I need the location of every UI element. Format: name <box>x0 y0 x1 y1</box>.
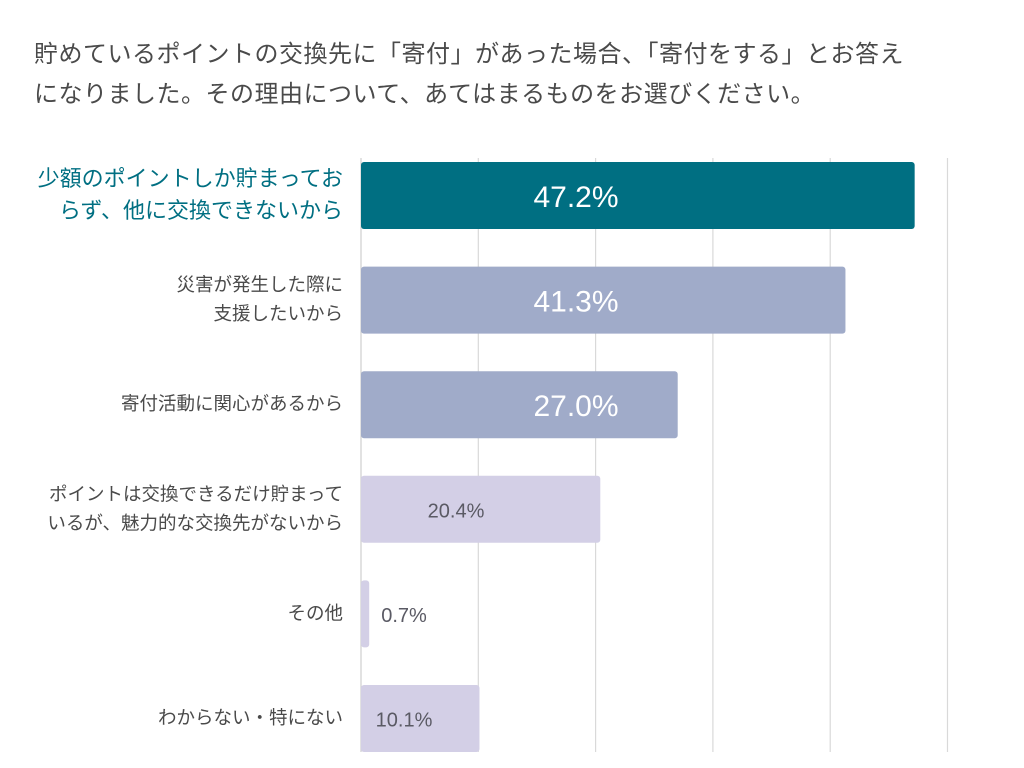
bar <box>361 475 601 543</box>
bar <box>361 162 915 229</box>
question-title: 貯めているポイントの交換先に「寄付」があった場合、「寄付をする」とお答え になり… <box>34 34 994 114</box>
gridlines <box>360 158 949 752</box>
category-label: 寄付活動に関心があるから <box>121 394 343 415</box>
value-label: 20.4% <box>428 500 485 522</box>
category-label: 少額のポイントしか貯まってお <box>38 167 343 192</box>
value-label: 27.0% <box>533 390 618 423</box>
category-label: ポイントは交換できるだけ貯まって <box>49 484 343 505</box>
category-label: いるが、魅力的な交換先がないから <box>47 513 343 534</box>
category-label: らず、他に交換できないから <box>59 199 343 224</box>
bar <box>361 580 370 648</box>
question-title-line-1: 貯めているポイントの交換先に「寄付」があった場合、「寄付をする」とお答え <box>34 40 904 68</box>
category-label: 災害が発生した際に <box>176 275 343 296</box>
value-label: 41.3% <box>533 286 618 319</box>
value-label: 10.1% <box>376 710 433 732</box>
category-labels: 少額のポイントしか貯まっておらず、他に交換できないから災害が発生した際に支援した… <box>38 167 343 729</box>
category-label: その他 <box>287 603 343 624</box>
value-label: 47.2% <box>533 181 618 214</box>
bar <box>361 371 678 439</box>
bars <box>361 162 915 752</box>
category-label: 支援したいから <box>213 304 343 325</box>
value-labels: 47.2% 41.3% 27.0% 20.4% 0.7% 10.1% <box>376 181 619 732</box>
value-label: 0.7% <box>381 605 427 627</box>
category-label: わからない・特にない <box>158 708 343 729</box>
bar <box>361 266 846 334</box>
bar <box>361 685 480 752</box>
question-title-line-2: になりました。その理由について、あてはまるものをお選びください。 <box>34 80 816 108</box>
